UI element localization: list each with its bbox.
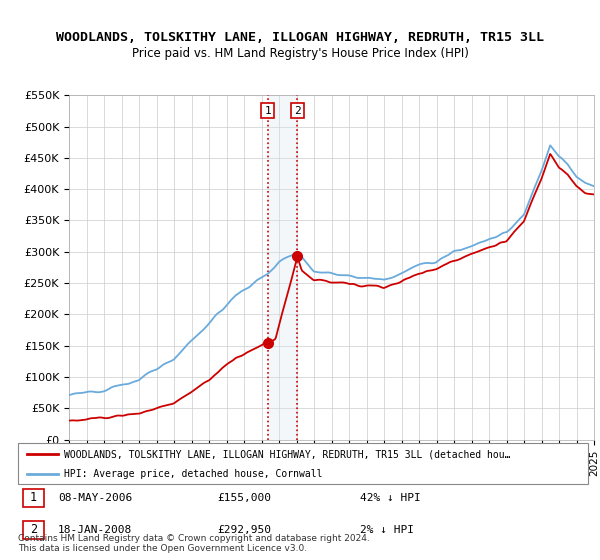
FancyBboxPatch shape: [18, 444, 588, 483]
Text: WOODLANDS, TOLSKITHY LANE, ILLOGAN HIGHWAY, REDRUTH, TR15 3LL: WOODLANDS, TOLSKITHY LANE, ILLOGAN HIGHW…: [56, 31, 544, 44]
FancyBboxPatch shape: [23, 489, 44, 507]
Text: 1: 1: [30, 492, 37, 505]
Text: 1: 1: [264, 105, 271, 115]
Text: 2% ↓ HPI: 2% ↓ HPI: [360, 525, 414, 535]
Text: Price paid vs. HM Land Registry's House Price Index (HPI): Price paid vs. HM Land Registry's House …: [131, 47, 469, 60]
Text: Contains HM Land Registry data © Crown copyright and database right 2024.
This d: Contains HM Land Registry data © Crown c…: [18, 534, 370, 553]
Text: WOODLANDS, TOLSKITHY LANE, ILLOGAN HIGHWAY, REDRUTH, TR15 3LL (detached hou…: WOODLANDS, TOLSKITHY LANE, ILLOGAN HIGHW…: [64, 449, 510, 459]
Text: HPI: Average price, detached house, Cornwall: HPI: Average price, detached house, Corn…: [64, 469, 322, 479]
Text: 42% ↓ HPI: 42% ↓ HPI: [360, 493, 421, 503]
Text: 2: 2: [294, 105, 301, 115]
Text: £292,950: £292,950: [218, 525, 271, 535]
FancyBboxPatch shape: [23, 521, 44, 539]
Text: 08-MAY-2006: 08-MAY-2006: [58, 493, 132, 503]
Text: 18-JAN-2008: 18-JAN-2008: [58, 525, 132, 535]
Bar: [268, 95, 298, 440]
Text: 2: 2: [30, 524, 37, 536]
Text: £155,000: £155,000: [218, 493, 271, 503]
